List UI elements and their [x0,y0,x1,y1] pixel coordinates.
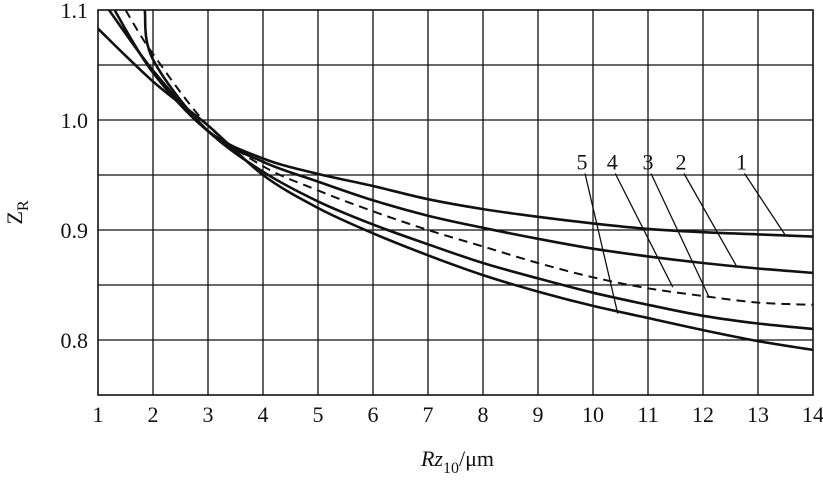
x-tick-label: 12 [692,402,714,427]
x-axis-label-main: Rz [420,446,443,471]
x-tick-label: 7 [423,402,434,427]
x-tick-label: 9 [533,402,544,427]
x-tick-label: 1 [93,402,104,427]
y-axis-label-sub: R [15,200,32,211]
x-tick-label: 6 [368,402,379,427]
x-tick-label: 2 [148,402,159,427]
y-axis-ticks: 0.8 0.9 1.0 1.1 [61,0,89,353]
x-axis-label-sub: 10 [443,460,459,477]
x-tick-label: 10 [582,402,604,427]
curve-label-1: 1 [736,150,747,175]
curve-label-leader-3 [650,173,710,297]
x-axis-ticks: 1 2 3 4 5 6 7 8 9 10 11 12 13 14 [93,402,823,427]
y-axis-label: ZR [2,200,32,224]
x-tick-label: 14 [802,402,823,427]
x-tick-label: 8 [478,402,489,427]
x-tick-label: 11 [637,402,658,427]
curve-label-leader-1 [743,173,787,236]
y-tick-label: 0.8 [61,328,89,353]
x-tick-label: 5 [313,402,324,427]
x-tick-label: 3 [203,402,214,427]
x-tick-label: 4 [258,402,269,427]
y-axis-label-main: Z [2,211,27,224]
y-tick-label: 0.9 [61,218,89,243]
x-axis-label: Rz10/μm [420,446,494,477]
y-tick-label: 1.1 [61,0,89,23]
curve-label-2: 2 [676,150,687,175]
curve-4 [107,10,813,331]
x-axis-label-unit: /μm [459,446,494,471]
curve-label-leader-5 [584,173,619,314]
curve-label-leader-4 [614,173,674,288]
curve-label-4: 4 [607,150,618,175]
grid-lines [98,10,813,395]
curve-1 [113,10,813,238]
curve-3 [124,10,813,306]
y-tick-label: 1.0 [61,108,89,133]
curve-5 [98,27,813,352]
curve-label-5: 5 [577,150,588,175]
curve-label-3: 3 [643,150,654,175]
curve-label-leader-2 [683,173,737,266]
x-tick-label: 13 [747,402,769,427]
curves [98,10,813,352]
plot-frame [97,9,814,396]
